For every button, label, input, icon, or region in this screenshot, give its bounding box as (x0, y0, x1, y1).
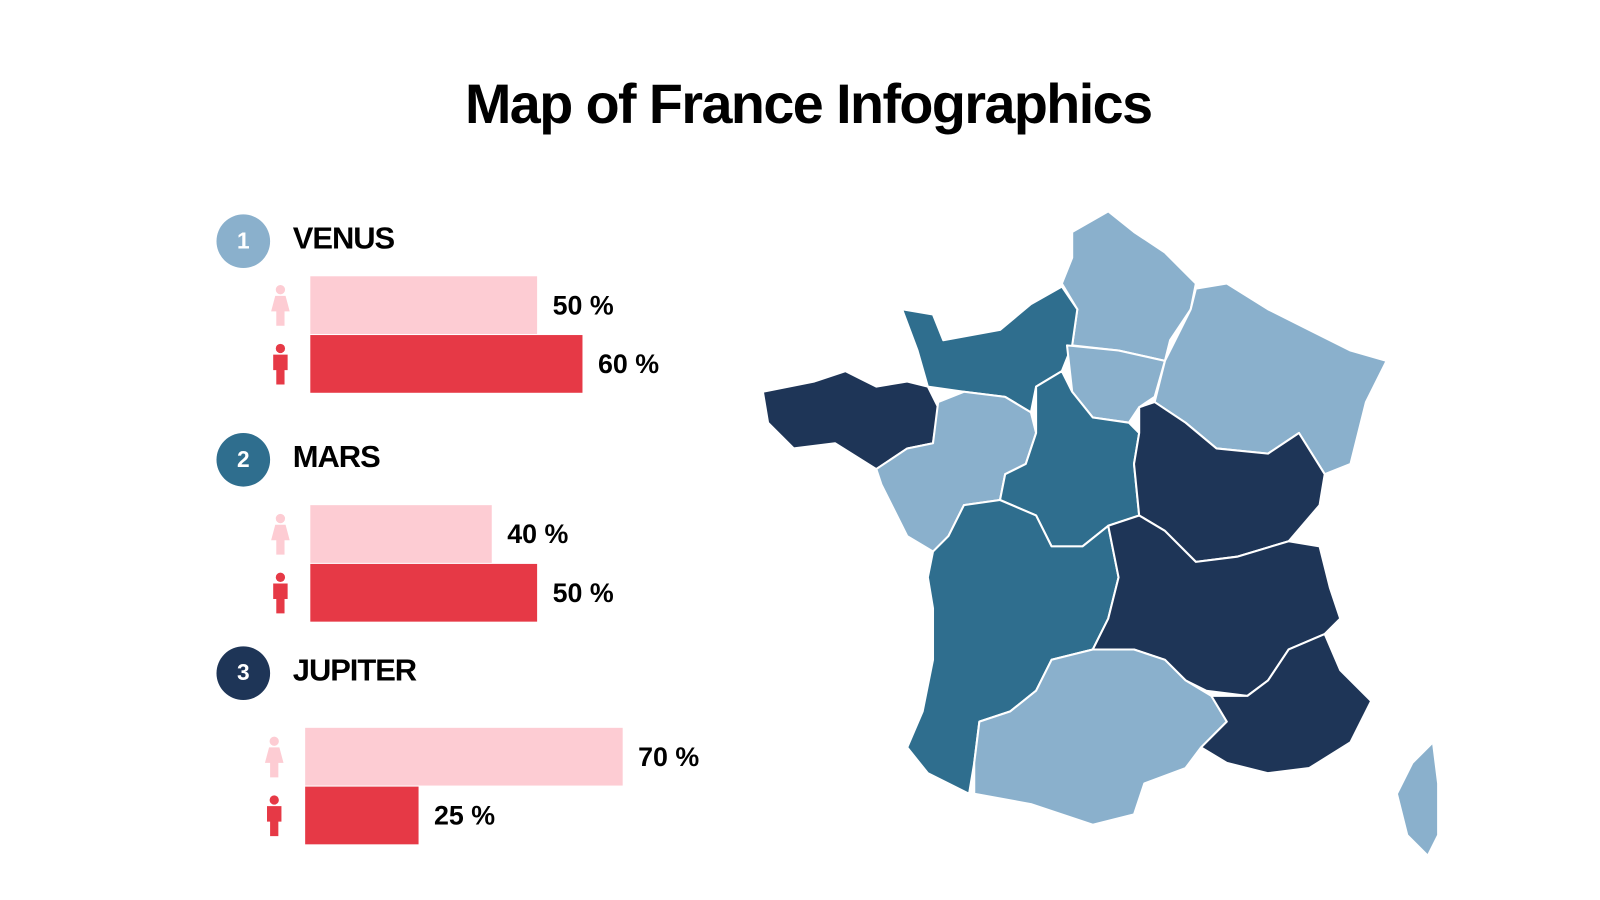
icon-head (275, 343, 286, 354)
icon-head (269, 795, 279, 805)
icon-head (269, 736, 279, 746)
region (1200, 632, 1373, 775)
male-icon (267, 795, 282, 837)
icon-body (271, 295, 290, 326)
female-icon (264, 736, 284, 778)
number-badge (216, 214, 271, 269)
icon-body (267, 806, 282, 837)
male-icon (273, 343, 288, 385)
icon-body (264, 747, 284, 778)
bar (310, 505, 492, 563)
number: 2 (237, 446, 250, 472)
group-name: JUPITER (293, 652, 417, 687)
icon-body (273, 354, 288, 385)
number-badge (216, 432, 271, 487)
bar (310, 563, 538, 622)
value-label: 70 % (638, 742, 699, 772)
france-map (761, 210, 1440, 857)
icon-head (275, 285, 286, 295)
male-icon (273, 572, 288, 614)
bar (310, 335, 583, 393)
icon-head (275, 513, 286, 524)
female-icon (271, 285, 290, 326)
number-badge (216, 646, 271, 700)
bar (305, 786, 419, 845)
value-label: 60 % (598, 349, 659, 379)
region (1060, 210, 1197, 362)
region (1395, 741, 1440, 857)
region (901, 285, 1079, 414)
number: 1 (237, 227, 250, 253)
title: Map of France Infographics (465, 73, 1152, 135)
value-label: 50 % (553, 290, 614, 320)
value-label: 25 % (434, 801, 495, 831)
value-label: 50 % (553, 578, 614, 608)
value-label: 40 % (507, 519, 568, 549)
icon-head (275, 572, 286, 582)
group-name: MARS (293, 439, 380, 474)
bar (310, 276, 538, 335)
bar (305, 727, 623, 786)
number: 3 (237, 659, 250, 685)
female-icon (271, 513, 290, 555)
group-name: VENUS (293, 220, 395, 255)
icon-body (273, 583, 288, 614)
icon-body (271, 524, 290, 555)
region (1132, 401, 1326, 563)
